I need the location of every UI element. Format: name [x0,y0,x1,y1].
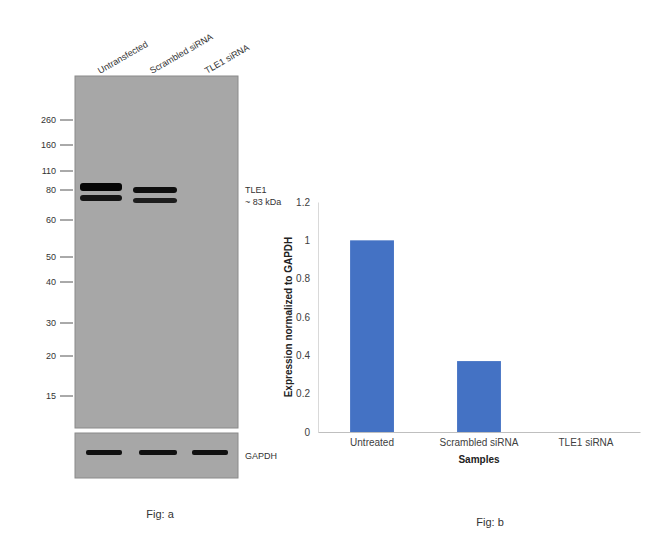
protein-band [133,187,177,193]
loading-label: GAPDH [245,451,277,461]
bar [457,361,501,432]
y-tick: 1 [304,235,318,246]
loading-membrane [75,433,238,478]
x-tick: Untreated [350,432,394,448]
marker-tick [60,190,73,191]
y-tick: 0.4 [296,350,318,361]
x-tick: TLE1 siRNA [558,432,613,448]
protein-band [80,183,122,191]
x-axis: Untreated Scrambled siRNA TLE1 siRNA [319,432,641,448]
lane-label: TLE1 siRNA [203,42,251,75]
blot-membrane [75,76,238,428]
bar [564,432,608,433]
gapdh-band [139,450,177,455]
x-tick-label: TLE1 siRNA [558,437,613,448]
caption: Fig: a [146,508,174,520]
marker-tick [60,120,73,121]
x-tick-label: Scrambled siRNA [440,437,519,448]
marker-label: 40 [46,277,56,287]
marker-label: 30 [46,318,56,328]
x-axis-line [319,432,641,433]
y-tick: 0.2 [296,388,318,399]
marker-label: 20 [46,351,56,361]
y-tick-label: 0.6 [296,312,310,323]
lane-label: Untransfected [96,39,150,76]
marker-tick [60,282,73,283]
marker-tick [60,396,73,397]
marker-label: 160 [41,140,56,150]
marker-tick [60,145,73,146]
x-tick-label: Untreated [350,437,394,448]
protein-band [133,198,177,203]
marker-label: 110 [42,166,56,176]
marker-label: 50 [46,252,56,262]
blot-panel: UntransfectedScrambled siRNATLE1 siRNA26… [41,32,281,520]
marker-tick [60,356,73,357]
y-tick-label: 0.2 [296,388,310,399]
gapdh-band [86,450,122,455]
marker-label: 15 [46,391,56,401]
marker-label: 80 [46,185,56,195]
protein-band [80,195,122,201]
y-tick-label: 1 [304,235,310,246]
x-tick: Scrambled siRNA [440,432,519,448]
marker-tick [60,257,73,258]
y-tick: 0.6 [296,312,318,323]
y-axis: 0 0.2 0.4 0.6 0.8 1 1.2 [296,197,318,438]
y-tick-label: 0.4 [296,350,310,361]
figure: Untransfected Scrambled siRNA TLE1 siRNA 26… [0,0,650,549]
gapdh-band [192,450,228,455]
y-tick-label: 0.8 [296,273,310,284]
y-tick-label: 0 [304,427,310,438]
marker-label: 60 [46,215,56,225]
bar-chart: 0 0.2 0.4 0.6 0.8 1 1.2 Untreated Scrambled siRN… [283,197,641,528]
marker-tick [60,220,73,221]
target-size: ~ 83 kDa [245,197,281,207]
marker-tick [60,323,73,324]
y-tick-label: 1.2 [296,197,310,208]
bar [350,240,394,432]
y-axis-line [318,203,319,433]
y-tick: 1.2 [296,197,318,208]
x-axis-title: Samples [458,454,500,465]
caption: Fig: b [476,516,504,528]
marker-tick [60,171,73,172]
target-label: TLE1 [245,185,267,195]
bars [350,240,501,432]
y-tick: 0.8 [296,273,318,284]
y-axis-title: Expression normalized to GAPDH [283,237,294,398]
marker-label: 260 [41,115,56,125]
y-tick: 0 [304,427,318,438]
